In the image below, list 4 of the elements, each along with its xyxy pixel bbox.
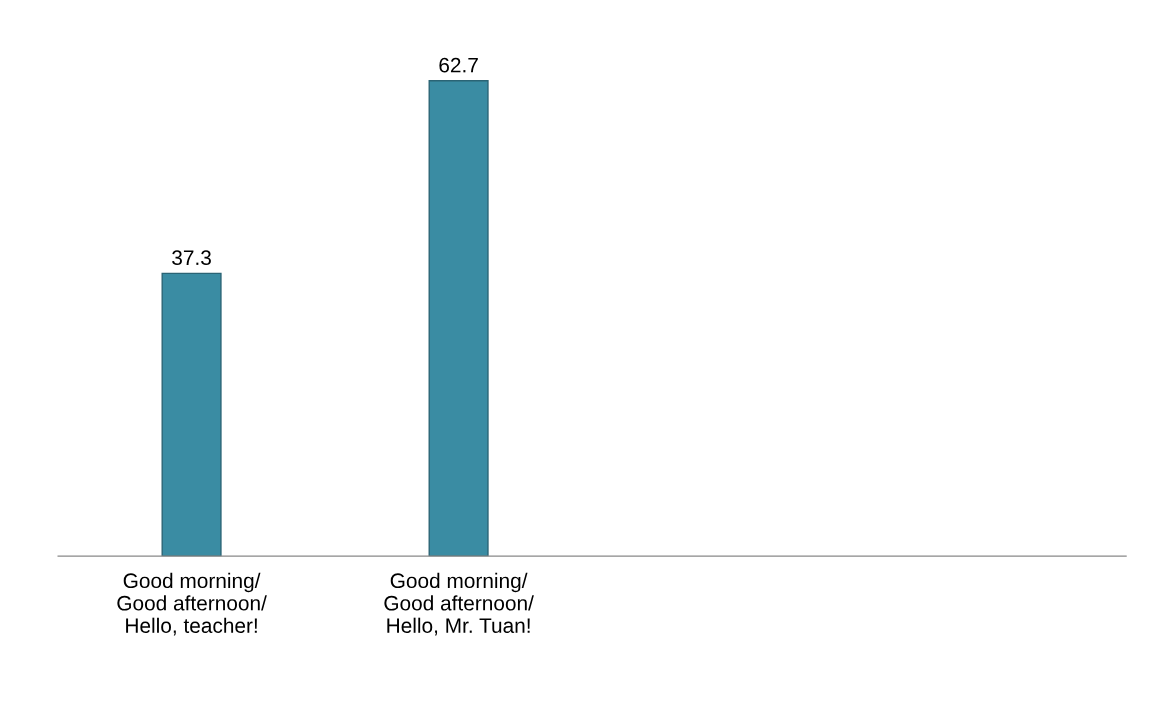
x-tick-label: Good morning/ Good afternoon/ Hello, teacher! [117,572,267,636]
data-label: 37.3 [172,250,211,266]
x-tick-label: Good morning/ Good afternoon/ Hello, Mr. Tuan! [384,572,534,636]
data-label: 62.7 [439,57,478,73]
